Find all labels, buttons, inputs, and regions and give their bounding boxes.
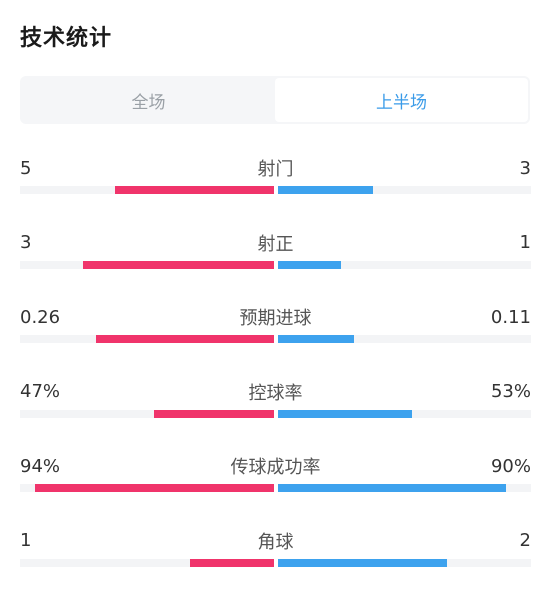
away-value: 90% bbox=[491, 456, 531, 477]
away-bar-track bbox=[278, 335, 532, 343]
away-bar bbox=[278, 484, 506, 492]
away-value: 2 bbox=[520, 530, 531, 551]
home-value: 5 bbox=[20, 158, 31, 179]
away-bar bbox=[278, 410, 412, 418]
home-value: 94% bbox=[20, 456, 60, 477]
away-bar bbox=[278, 186, 373, 194]
away-bar-track bbox=[278, 559, 532, 567]
stat-row-shots: 5 射门 3 bbox=[20, 150, 531, 225]
away-bar-track bbox=[278, 484, 532, 492]
home-bar bbox=[96, 335, 273, 343]
home-bar bbox=[154, 410, 273, 418]
home-bar-track bbox=[20, 335, 274, 343]
home-bar-track bbox=[20, 186, 274, 194]
away-bar-track bbox=[278, 261, 532, 269]
away-bar-track bbox=[278, 186, 532, 194]
home-bar bbox=[115, 186, 273, 194]
home-bar bbox=[35, 484, 273, 492]
home-value: 1 bbox=[20, 530, 31, 551]
away-bar bbox=[278, 261, 341, 269]
home-bar-track bbox=[20, 484, 274, 492]
home-bar bbox=[83, 261, 273, 269]
stat-row-pass-accuracy: 94% 传球成功率 90% bbox=[20, 448, 531, 523]
stat-row-expected-goals: 0.26 预期进球 0.11 bbox=[20, 299, 531, 374]
home-bar-track bbox=[20, 261, 274, 269]
home-value: 3 bbox=[20, 232, 31, 253]
home-value: 0.26 bbox=[20, 307, 60, 328]
tab-first-half[interactable]: 上半场 bbox=[275, 78, 528, 122]
away-value: 53% bbox=[491, 381, 531, 402]
home-bar bbox=[190, 559, 274, 567]
away-bar-track bbox=[278, 410, 532, 418]
away-value: 3 bbox=[520, 158, 531, 179]
page-title: 技术统计 bbox=[20, 20, 112, 52]
home-bar-track bbox=[20, 410, 274, 418]
away-bar bbox=[278, 559, 448, 567]
stat-row-shots-on-target: 3 射正 1 bbox=[20, 225, 531, 300]
stat-label: 射正 bbox=[20, 230, 531, 256]
stat-row-possession: 47% 控球率 53% bbox=[20, 374, 531, 449]
stat-label: 传球成功率 bbox=[20, 453, 531, 479]
away-value: 1 bbox=[520, 232, 531, 253]
stat-label: 控球率 bbox=[20, 379, 531, 405]
home-bar-track bbox=[20, 559, 274, 567]
home-value: 47% bbox=[20, 381, 60, 402]
tab-full-match[interactable]: 全场 bbox=[22, 78, 275, 122]
stat-row-corners: 1 角球 2 bbox=[20, 523, 531, 597]
away-bar bbox=[278, 335, 354, 343]
stat-label: 射门 bbox=[20, 155, 531, 181]
stat-label: 预期进球 bbox=[20, 304, 531, 330]
stat-label: 角球 bbox=[20, 528, 531, 554]
away-value: 0.11 bbox=[491, 307, 531, 328]
stats-list: 5 射门 3 3 射正 1 0.26 预期进球 0.11 bbox=[20, 150, 531, 597]
period-tabs: 全场 上半场 bbox=[20, 76, 530, 124]
